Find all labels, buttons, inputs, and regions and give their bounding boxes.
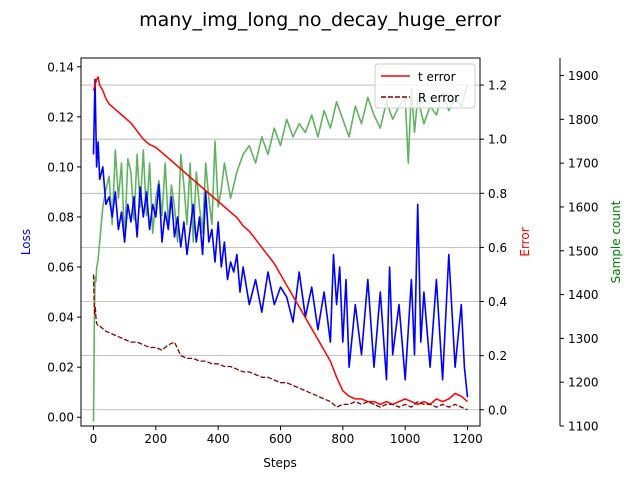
error-tick-label: 1.0 [488, 133, 507, 147]
error-tick-label: 0.6 [488, 241, 507, 255]
loss-tick-label: 0.14 [47, 60, 74, 74]
series-line-r-error [92, 274, 468, 411]
error-tick-label: 0.8 [488, 187, 507, 201]
samples-tick-label: 1100 [568, 420, 599, 434]
grid [81, 84, 480, 411]
error-axis-label: Error [518, 227, 532, 256]
samples-tick-label: 1800 [568, 113, 599, 127]
samples-tick-label: 1600 [568, 200, 599, 214]
samples-tick-label: 1200 [568, 376, 599, 390]
loss-tick-label: 0.06 [47, 261, 74, 275]
series-line-t-error [92, 76, 468, 406]
samples-tick-label: 1700 [568, 157, 599, 171]
x-tick-label: 800 [331, 432, 354, 446]
x-tick-label: 1000 [390, 432, 421, 446]
x-tick-label: 400 [207, 432, 230, 446]
chart-title: many_img_long_no_decay_huge_error [139, 9, 501, 31]
loss-tick-label: 0.10 [47, 160, 74, 174]
series-line-loss [92, 78, 469, 398]
sample-count-axis-label: Sample count [609, 200, 623, 283]
legend: t error R error [374, 63, 476, 109]
x-tick-label: 0 [90, 432, 98, 446]
loss-axis-label: Loss [19, 229, 33, 255]
loss-tick-label: 0.04 [47, 311, 74, 325]
error-tick-label: 0.2 [488, 349, 507, 363]
samples-tick-label: 1500 [568, 244, 599, 258]
error-tick-label: 1.2 [488, 79, 507, 93]
legend-label-t-error: t error [418, 70, 456, 84]
legend-label-r-error: R error [418, 91, 459, 105]
plot-frame [80, 57, 481, 427]
x-tick-label: 1200 [452, 432, 483, 446]
loss-tick-label: 0.00 [47, 411, 74, 425]
plot-area [92, 76, 469, 422]
x-tick-label: 600 [269, 432, 292, 446]
loss-tick-label: 0.08 [47, 210, 74, 224]
samples-tick-label: 1400 [568, 288, 599, 302]
x-axis-label: Steps [263, 456, 297, 470]
error-tick-label: 0.4 [488, 295, 507, 309]
axis-ticks: 0 200 400 600 800 1000 1200 0.00 0.02 0.04 0.06 0.0… [47, 60, 598, 446]
loss-tick-label: 0.12 [47, 110, 74, 124]
samples-tick-label: 1900 [568, 69, 599, 83]
loss-tick-label: 0.02 [47, 361, 74, 375]
error-tick-label: 0.0 [488, 403, 507, 417]
x-tick-label: 200 [144, 432, 167, 446]
series-line-sample-count [92, 84, 469, 422]
samples-tick-label: 1300 [568, 332, 599, 346]
